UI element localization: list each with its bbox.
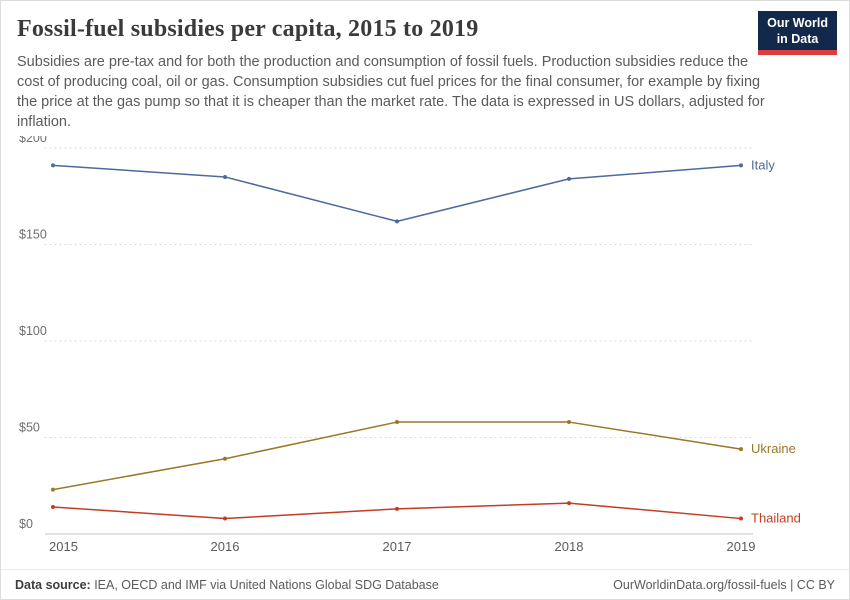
owid-logo: Our World in Data [758, 11, 837, 56]
series-line-italy [52, 164, 742, 222]
chart-footer: Data source: IEA, OECD and IMF via Unite… [1, 568, 849, 599]
x-tick-label: 2017 [383, 539, 412, 554]
page-title: Fossil-fuel subsidies per capita, 2015 t… [17, 16, 479, 42]
data-point-italy [51, 163, 55, 168]
y-tick-label: $50 [19, 420, 40, 434]
y-tick-label: $200 [19, 136, 47, 145]
data-point-thailand [223, 516, 227, 521]
data-point-ukraine [567, 419, 571, 424]
series-label-italy: Italy [751, 157, 775, 172]
data-point-ukraine [739, 446, 743, 451]
data-point-ukraine [395, 419, 399, 424]
data-point-thailand [567, 500, 571, 505]
line-chart-canvas: $0 $50 $100 $150 $200 2015 2016 2017 2018 2019 Ita… [19, 131, 801, 554]
logo-line-1: Our World [767, 16, 828, 30]
footer-credit: OurWorldinData.org/fossil-fuels | CC BY [613, 577, 835, 592]
line-chart: $0 $50 $100 $150 $200 2015 2016 2017 2018 2019 Ita… [1, 131, 849, 569]
data-point-thailand [739, 516, 743, 521]
data-point-thailand [51, 504, 55, 509]
chart-subtitle: Subsidies are pre-tax and for both the p… [17, 53, 765, 130]
x-tick-label: 2019 [727, 539, 756, 554]
data-point-italy [567, 176, 571, 181]
chart-header: Fossil-fuel subsidies per capita, 2015 t… [1, 1, 849, 56]
y-tick-label: $150 [19, 227, 47, 241]
y-tick-label: $0 [19, 517, 33, 531]
data-source: Data source: IEA, OECD and IMF via Unite… [15, 578, 439, 592]
data-point-thailand [395, 506, 399, 511]
x-tick-label: 2018 [555, 539, 584, 554]
y-tick-label: $100 [19, 324, 47, 338]
data-point-ukraine [223, 456, 227, 461]
logo-line-2: in Data [776, 31, 819, 46]
data-point-ukraine [51, 487, 55, 492]
data-source-text: IEA, OECD and IMF via United Nations Glo… [90, 577, 439, 592]
data-source-label: Data source: [15, 577, 91, 592]
data-point-italy [739, 163, 743, 168]
series-line-ukraine [52, 421, 742, 491]
data-point-italy [395, 219, 399, 224]
series-label-ukraine: Ukraine [751, 441, 796, 456]
data-point-italy [223, 174, 227, 179]
x-tick-label: 2016 [211, 539, 240, 554]
x-tick-label: 2015 [49, 539, 78, 554]
series-label-thailand: Thailand [751, 510, 801, 525]
